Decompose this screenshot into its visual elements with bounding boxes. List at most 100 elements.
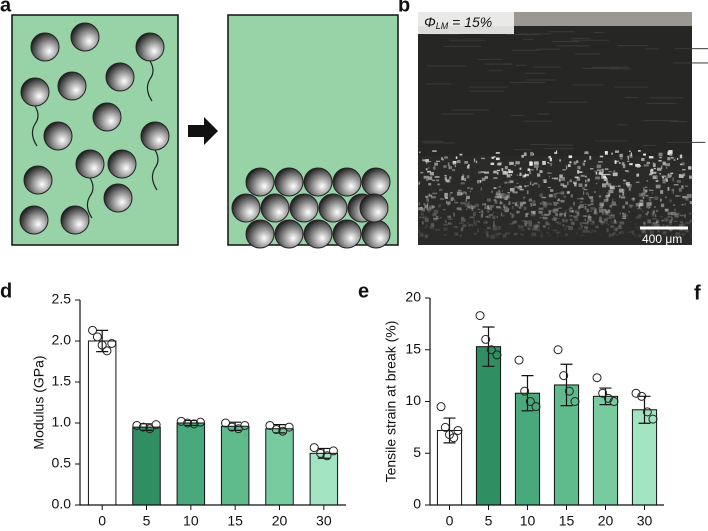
speckle [454, 202, 459, 204]
speckle [565, 233, 568, 237]
speckle [643, 164, 649, 167]
panel-label: e [358, 280, 369, 302]
speckle [608, 189, 614, 194]
speckle [662, 223, 665, 226]
speckle [425, 234, 428, 238]
y-tick-label: 5 [413, 444, 421, 460]
speckle [601, 211, 605, 216]
streak [515, 64, 527, 66]
speckle [679, 228, 683, 232]
speckle [554, 151, 556, 155]
speckle [620, 158, 623, 160]
speckle [424, 234, 429, 239]
speckle [573, 161, 577, 165]
speckle [574, 210, 577, 213]
speckle [549, 162, 553, 165]
speckle [562, 218, 565, 223]
speckle [449, 192, 451, 197]
speckle [532, 153, 535, 156]
speckle [421, 208, 425, 212]
speckle [526, 190, 529, 195]
speckle [547, 162, 550, 164]
speckle [443, 165, 447, 168]
speckle [589, 155, 592, 160]
speckle [567, 164, 571, 168]
speckle [655, 209, 659, 212]
speckle [536, 228, 541, 232]
speckle [665, 218, 668, 222]
speckle [475, 160, 478, 164]
speckle [444, 195, 448, 199]
speckle [528, 227, 531, 231]
speckle [428, 167, 430, 169]
speckle [577, 165, 581, 170]
speckle [580, 174, 585, 177]
speckle [648, 199, 652, 202]
speckle [643, 189, 646, 191]
speckle [638, 205, 641, 208]
speckle [585, 230, 590, 233]
speckle [658, 152, 663, 157]
speckle [556, 192, 562, 194]
speckle [428, 194, 433, 197]
streak [533, 66, 561, 68]
speckle [628, 187, 631, 191]
speckle [595, 230, 597, 233]
speckle [533, 224, 539, 228]
speckle [668, 221, 672, 226]
speckle [579, 221, 582, 226]
speckle [590, 206, 596, 211]
error-bar [560, 363, 573, 407]
speckle [659, 157, 662, 159]
speckle [425, 159, 429, 163]
speckle [447, 162, 450, 167]
speckle [422, 159, 427, 162]
speckle [543, 179, 547, 184]
speckle [577, 206, 581, 210]
speckle [533, 164, 539, 168]
speckle [626, 181, 630, 186]
speckle [593, 210, 597, 214]
speckle [509, 187, 515, 192]
speckle [524, 185, 530, 187]
axes [79, 300, 346, 506]
speckle [423, 203, 426, 205]
speckle [598, 219, 603, 223]
speckle [444, 175, 447, 177]
speckle [492, 224, 496, 227]
particle [361, 167, 391, 197]
particle [57, 71, 87, 101]
speckle [584, 218, 586, 221]
speckle [590, 202, 594, 206]
speckle [653, 167, 656, 170]
speckle [546, 223, 551, 226]
speckle [657, 229, 660, 233]
y-tick-label: 1.5 [52, 373, 72, 389]
speckle [603, 218, 608, 222]
speckle [457, 159, 461, 164]
speckle [553, 193, 557, 197]
speckle [453, 213, 455, 217]
data-point [265, 420, 275, 430]
speckle [681, 162, 685, 166]
speckle [654, 196, 659, 201]
speckle [569, 219, 573, 221]
speckle [443, 234, 448, 236]
speckle [607, 211, 612, 213]
speckle [548, 202, 552, 206]
y-tick-label: 2.0 [52, 332, 72, 348]
speckle [529, 170, 532, 175]
speckle [608, 214, 613, 217]
speckle [499, 202, 504, 204]
speckle [432, 205, 434, 210]
speckle [430, 223, 435, 227]
speckle [628, 204, 634, 207]
speckle [468, 201, 470, 205]
speckle [676, 195, 681, 197]
x-tick-label: 30 [637, 513, 653, 529]
speckle [649, 201, 653, 206]
speckle [622, 213, 627, 217]
speckle [648, 197, 652, 199]
speckle [675, 195, 678, 197]
speckle [618, 231, 621, 234]
